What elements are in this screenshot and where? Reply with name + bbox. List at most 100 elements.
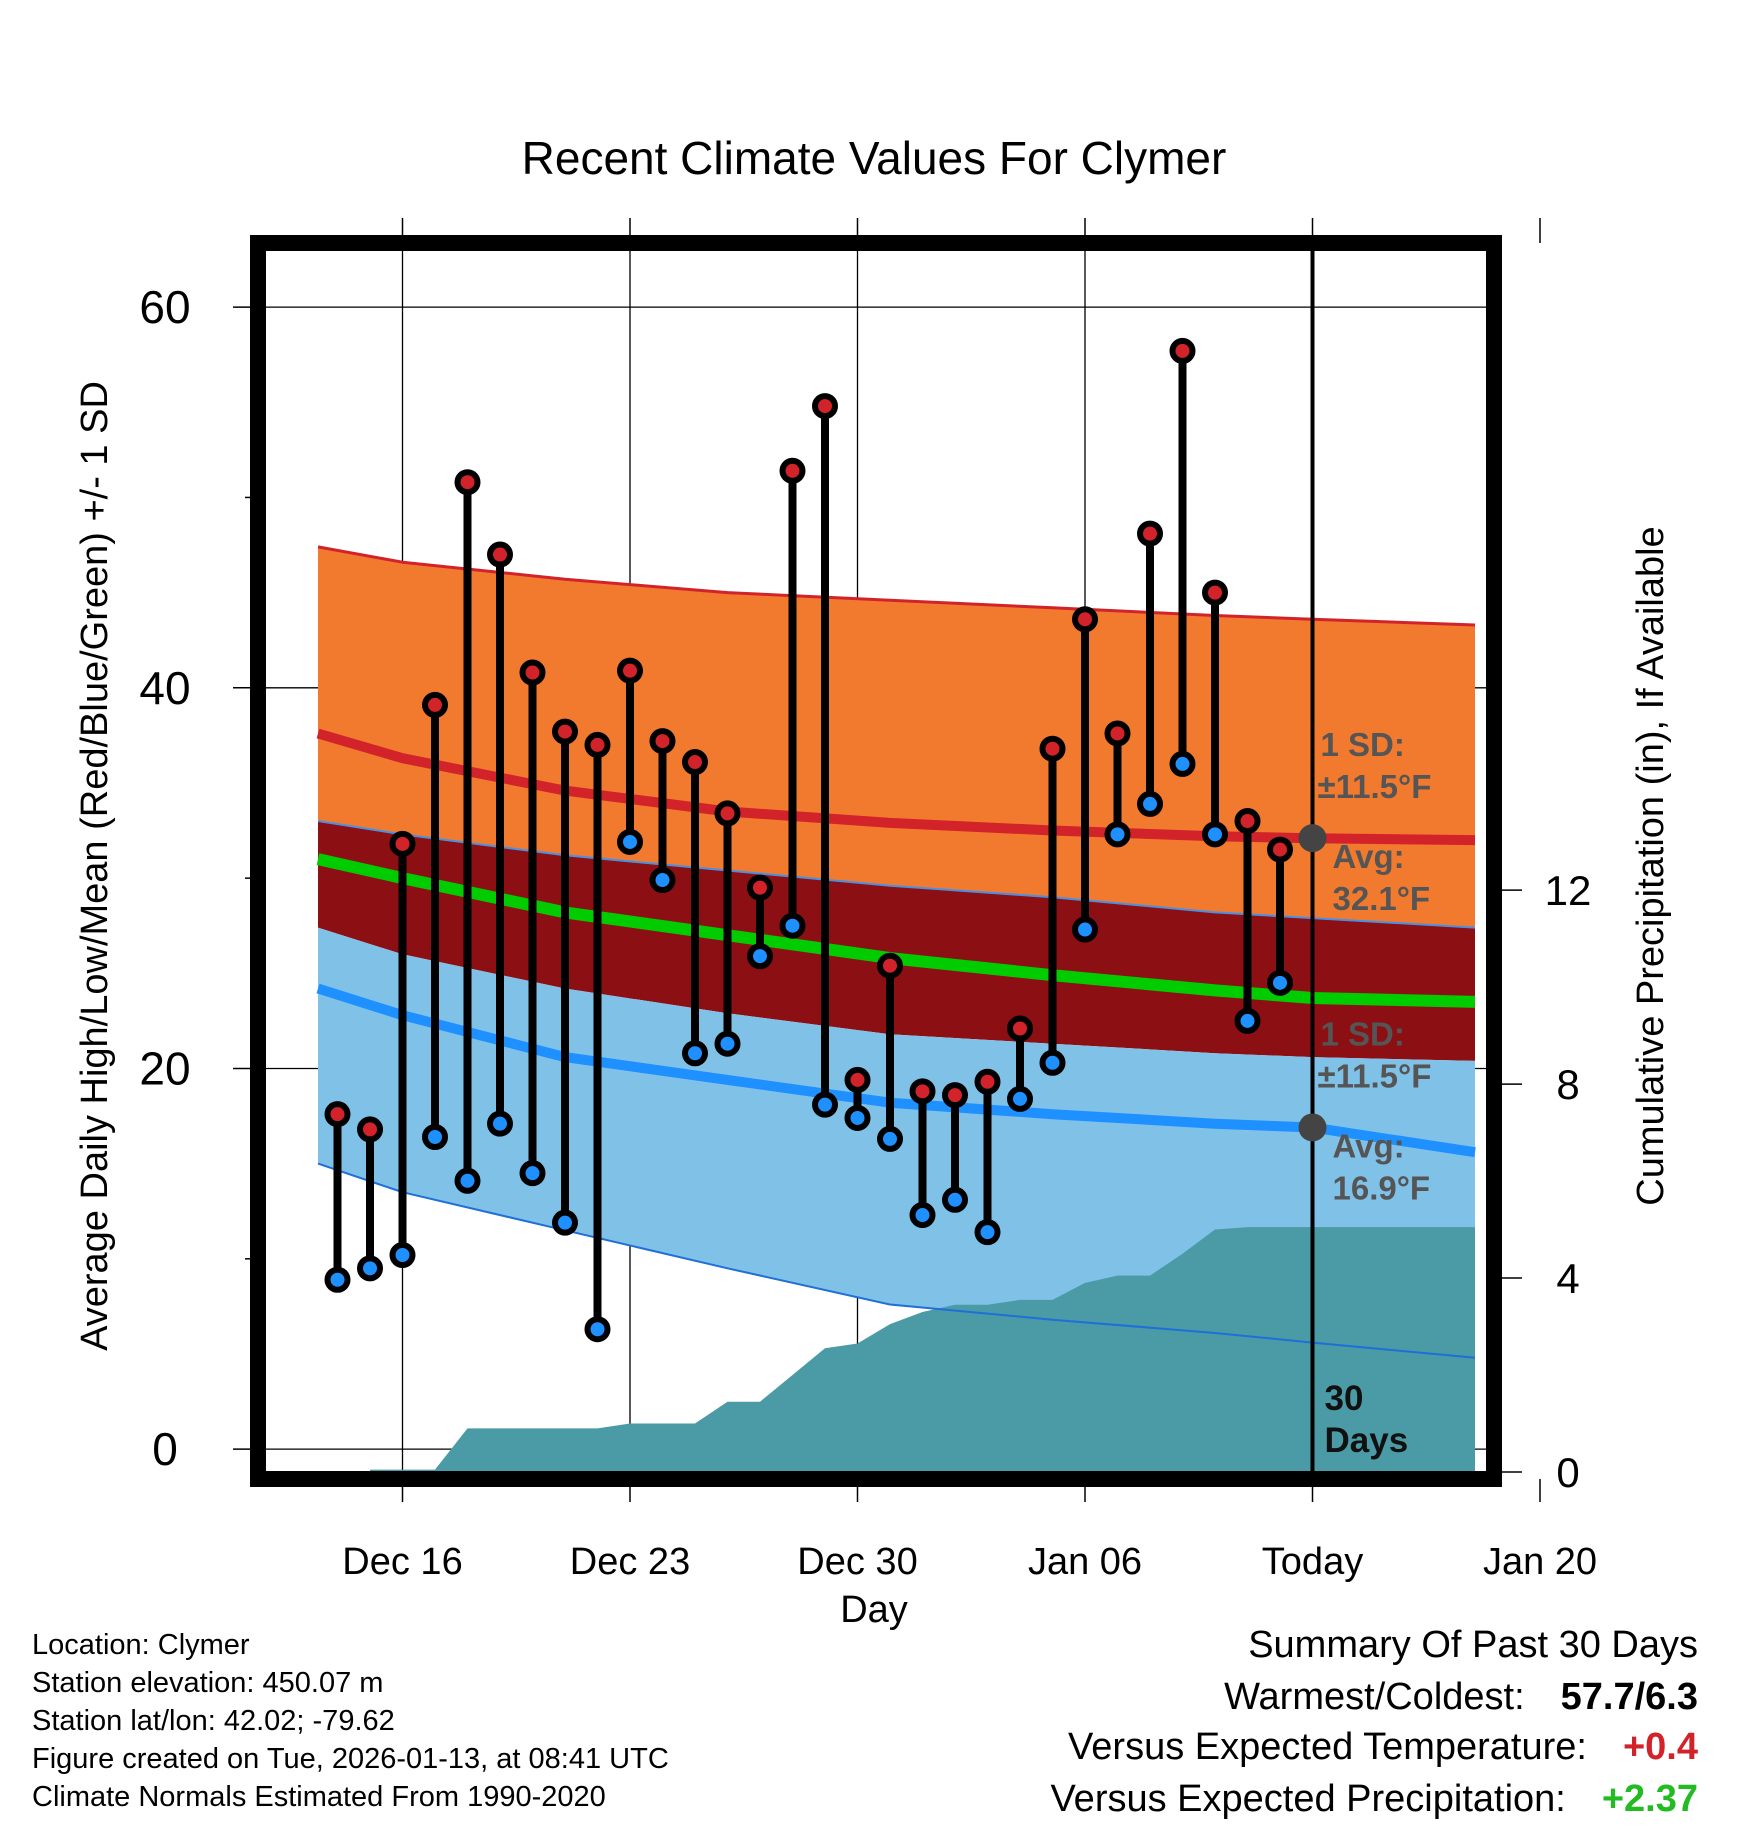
low-point — [617, 828, 643, 855]
high-upper-line — [317, 545, 1476, 627]
high-today-avg-marker — [1298, 824, 1327, 853]
low-point — [779, 912, 806, 939]
high-point — [519, 659, 546, 686]
normals-note: Climate Normals Estimated From 1990-2020 — [32, 1781, 606, 1813]
high-point — [909, 1078, 936, 1105]
x-axis-label: Day — [840, 1589, 908, 1631]
low-point — [454, 1167, 481, 1194]
high-point — [1104, 720, 1131, 747]
precipitation-area — [370, 1227, 1475, 1472]
high-point — [357, 1116, 383, 1143]
summary-heading-text: Summary Of Past 30 Days — [1248, 1624, 1698, 1666]
low-point — [1137, 790, 1163, 817]
low-point — [1202, 821, 1228, 848]
y-tick-label-left: 0 — [152, 1423, 178, 1475]
summary-precip-row: Versus Expected Precipitation: +2.37 — [1050, 1778, 1698, 1821]
days-label-number: 30 — [1325, 1379, 1364, 1418]
low-today-avg-marker — [1298, 1113, 1327, 1142]
high-sd-value: ±11.5°F — [1318, 768, 1432, 805]
x-tick-label: Dec 16 — [342, 1541, 462, 1583]
low-point — [324, 1266, 351, 1293]
low-point — [389, 1242, 416, 1269]
y-axis-label-right: Cumulative Precipitation (in), If Availa… — [1630, 526, 1672, 1205]
low-point — [1234, 1007, 1261, 1034]
low-point — [974, 1219, 1001, 1246]
station-elevation: Station elevation: 450.07 m — [32, 1667, 384, 1699]
low-point — [1039, 1049, 1066, 1076]
plot-frame — [250, 235, 1502, 1487]
precip-value: +2.37 — [1601, 1778, 1698, 1820]
low-avg-label: Avg: — [1333, 1127, 1405, 1164]
y-tick-label-right: 12 — [1545, 867, 1592, 914]
high-point — [422, 691, 448, 718]
y-tick-label-left: 40 — [139, 662, 190, 714]
low-point — [1072, 916, 1098, 943]
x-tick-label: Today — [1262, 1541, 1363, 1583]
observation-sticks — [333, 350, 1284, 1330]
mean-sd-band — [318, 821, 1475, 1061]
y-tick-label-right: 4 — [1556, 1255, 1579, 1302]
station-info: Location: Clymer Station elevation: 450.… — [32, 1626, 669, 1816]
low-point — [1169, 750, 1196, 777]
high-point — [584, 731, 611, 758]
high-point — [877, 952, 903, 979]
y-tick-label-left: 20 — [139, 1042, 190, 1094]
chart-title: Recent Climate Values For Clymer — [522, 132, 1227, 184]
high-point — [714, 800, 741, 827]
y-axis-label-left: Average Daily High/Low/Mean (Red/Blue/Gr… — [74, 381, 116, 1351]
high-point — [844, 1066, 871, 1093]
high-point — [1007, 1015, 1033, 1042]
low-point — [1007, 1085, 1033, 1112]
axes: Dec 16 Dec 23 Dec 30 Jan 06 Today Jan 2002040… — [139, 218, 1597, 1583]
x-tick-label: Dec 30 — [797, 1541, 917, 1583]
high-point — [1234, 808, 1261, 835]
low-point — [844, 1104, 871, 1131]
summary-temp-row: Versus Expected Temperature: +0.4 — [1068, 1726, 1698, 1769]
high-avg-value: 32.1°F — [1333, 880, 1431, 917]
low-point — [747, 943, 773, 970]
high-point — [389, 830, 416, 857]
low-point — [649, 867, 676, 894]
high-point — [649, 728, 676, 755]
low-point — [487, 1110, 513, 1137]
station-latlon: Station lat/lon: 42.02; -79.62 — [32, 1705, 395, 1737]
y-tick-label-right: 0 — [1556, 1449, 1579, 1496]
high-point — [974, 1068, 1001, 1095]
x-tick-label: Dec 23 — [570, 1541, 690, 1583]
days-label-text: Days — [1325, 1421, 1409, 1460]
low-point — [552, 1209, 578, 1236]
temp-label: Versus Expected Temperature: — [1068, 1726, 1587, 1768]
high-sd-label: 1 SD: — [1321, 726, 1405, 763]
observation-dots — [324, 337, 1293, 1343]
temp-value: +0.4 — [1622, 1726, 1698, 1768]
low-point — [812, 1091, 838, 1118]
x-tick-label: Jan 06 — [1028, 1541, 1142, 1583]
summary-warmest-row: Warmest/Coldest: 57.7/6.3 — [1224, 1676, 1698, 1719]
high-point — [1072, 606, 1098, 633]
warmest-value: 57.7/6.3 — [1560, 1676, 1698, 1718]
low-point — [519, 1160, 546, 1187]
low-point — [1267, 969, 1293, 996]
high-point — [1169, 337, 1196, 364]
high-point — [779, 457, 806, 484]
high-point — [1039, 735, 1066, 762]
low-point — [422, 1123, 448, 1150]
high-point — [454, 469, 481, 496]
high-point — [1202, 579, 1228, 606]
high-point — [1137, 520, 1163, 547]
station-location: Location: Clymer — [32, 1629, 250, 1661]
low-point — [942, 1186, 968, 1213]
high-point — [487, 541, 513, 568]
high-point — [942, 1082, 968, 1109]
x-tick-label: Jan 20 — [1483, 1541, 1597, 1583]
annotations: 1 SD: ±11.5°F Avg: 32.1°F 1 SD: ±11.5°F Avg: 16… — [1298, 250, 1432, 1472]
high-point — [747, 874, 773, 901]
high-point — [1267, 836, 1293, 863]
low-point — [682, 1040, 708, 1067]
precip-label: Versus Expected Precipitation: — [1050, 1778, 1566, 1820]
y-tick-label-right: 8 — [1556, 1061, 1579, 1108]
low-avg-value: 16.9°F — [1333, 1169, 1431, 1206]
high-point — [324, 1101, 351, 1128]
y-tick-label-left: 60 — [139, 281, 190, 333]
